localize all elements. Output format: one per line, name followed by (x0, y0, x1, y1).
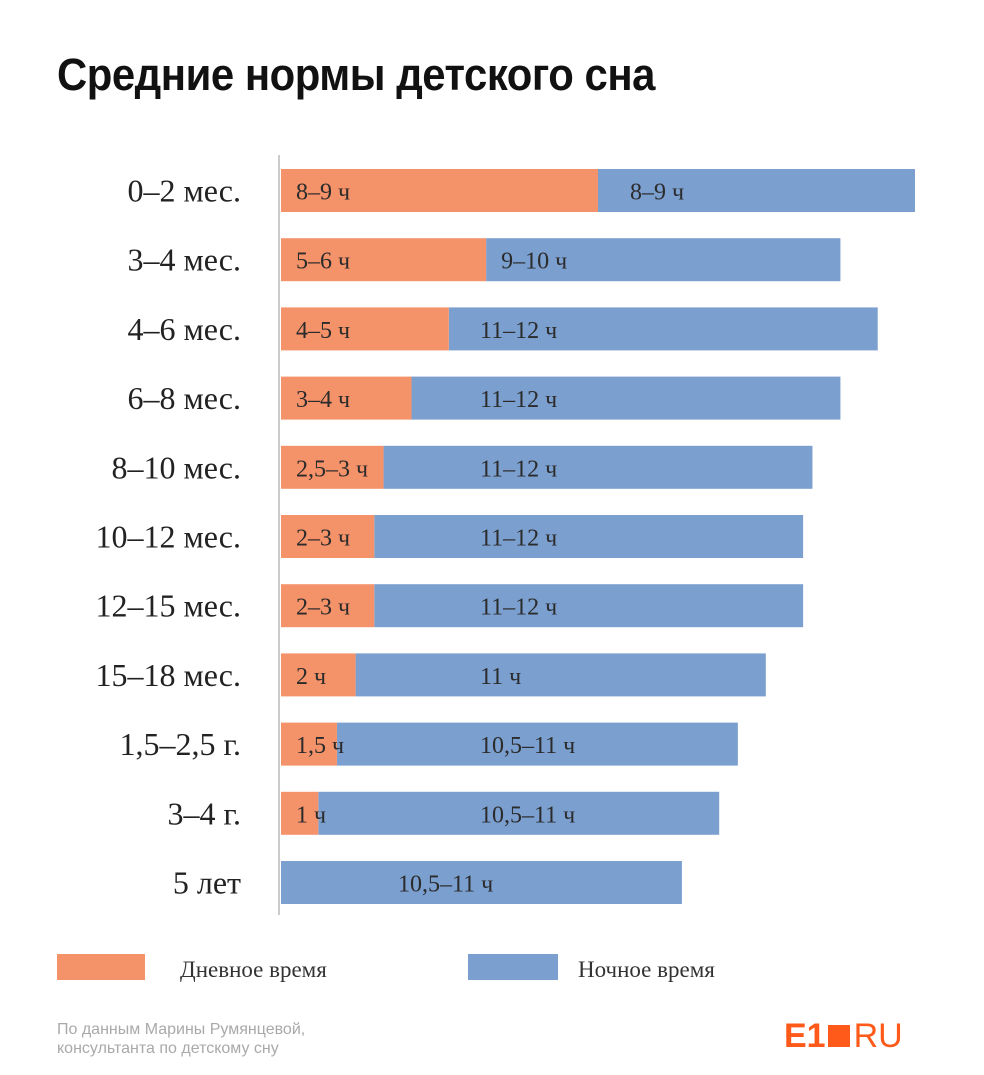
category-label: 3–4 мес. (128, 242, 241, 278)
bar-day (281, 169, 598, 212)
category-label: 3–4 г. (167, 795, 241, 831)
bar-day-label: 3–4 ч (296, 387, 350, 413)
source-line-2: консультанта по детскому сну (57, 1040, 279, 1057)
bar-day (281, 238, 487, 282)
bar-day-label: 5–6 ч (296, 249, 350, 275)
category-label: 4–6 мес. (128, 311, 241, 347)
category-label: 1,5–2,5 г. (119, 726, 241, 762)
bar-day (281, 722, 337, 766)
bar-night (598, 169, 915, 212)
bar-day-label: 4–5 ч (296, 318, 350, 344)
source-note: По данным Марины Румянцевой, консультант… (57, 1020, 305, 1058)
bar-night-label: 8–9 ч (630, 180, 684, 206)
bar-day (281, 445, 384, 489)
bar-day (281, 791, 319, 835)
bar-night (336, 722, 738, 766)
bar-night (374, 584, 804, 628)
bar-night-label: 11–12 ч (480, 595, 557, 621)
bar-night (374, 515, 804, 558)
logo-square-icon (827, 1025, 850, 1047)
bar-night-label: 11–12 ч (480, 456, 557, 482)
category-label: 6–8 мес. (128, 380, 241, 416)
bar-day-label: 8–9 ч (296, 180, 350, 206)
bar-day-label: 1 ч (296, 802, 326, 828)
bar-day (281, 584, 375, 628)
bar-night-label: 11–12 ч (480, 526, 557, 552)
bar-day (281, 307, 449, 351)
bar-night-label: 9–10 ч (501, 249, 567, 275)
logo-ru-text: RU (853, 1016, 903, 1055)
bars-group: 0–2 мес. 8–9 ч 8–9 ч 3–4 мес. 5–6 ч 9–10 ч 4–6… (96, 169, 915, 904)
legend-night-label: Ночное время (578, 957, 715, 982)
bar-night-label: 10,5–11 ч (398, 872, 493, 898)
category-label: 5 лет (173, 865, 241, 901)
bar-day (281, 376, 412, 420)
bar-night (355, 653, 766, 697)
legend: Дневное время Ночное время (57, 954, 715, 982)
bar-day (281, 515, 375, 558)
legend-night-swatch (468, 954, 558, 980)
category-label: 8–10 мес. (112, 449, 241, 485)
chart-title: Средние нормы детского сна (57, 49, 655, 100)
bar-night (383, 445, 813, 489)
bar-night-label: 11–12 ч (480, 318, 557, 344)
bar-night-label: 10,5–11 ч (480, 802, 575, 828)
e1-logo[interactable]: E1 RU (784, 1016, 903, 1055)
bar-night (318, 791, 720, 835)
bar-night (411, 376, 841, 420)
category-label: 10–12 мес. (96, 519, 241, 555)
logo-e1-text: E1 (784, 1016, 826, 1055)
category-label: 12–15 мес. (96, 588, 241, 624)
bar-day-label: 1,5 ч (296, 733, 344, 759)
bar-night (281, 861, 682, 904)
source-line-1: По данным Марины Румянцевой, (57, 1021, 306, 1038)
bar-night (486, 238, 841, 282)
bar-day (281, 653, 356, 697)
category-label: 0–2 мес. (128, 173, 241, 209)
bar-night (448, 307, 878, 351)
bar-day-label: 2–3 ч (296, 526, 350, 552)
legend-day-label: Дневное время (180, 957, 327, 982)
bar-night-label: 11–12 ч (480, 387, 557, 413)
bar-day-label: 2 ч (296, 664, 326, 690)
bar-night-label: 10,5–11 ч (480, 733, 575, 759)
category-label: 15–18 мес. (96, 657, 241, 693)
bar-day-label: 2–3 ч (296, 595, 350, 621)
bar-day-label: 2,5–3 ч (296, 456, 368, 482)
bar-night-label: 11 ч (480, 664, 521, 690)
legend-day-swatch (57, 954, 145, 980)
